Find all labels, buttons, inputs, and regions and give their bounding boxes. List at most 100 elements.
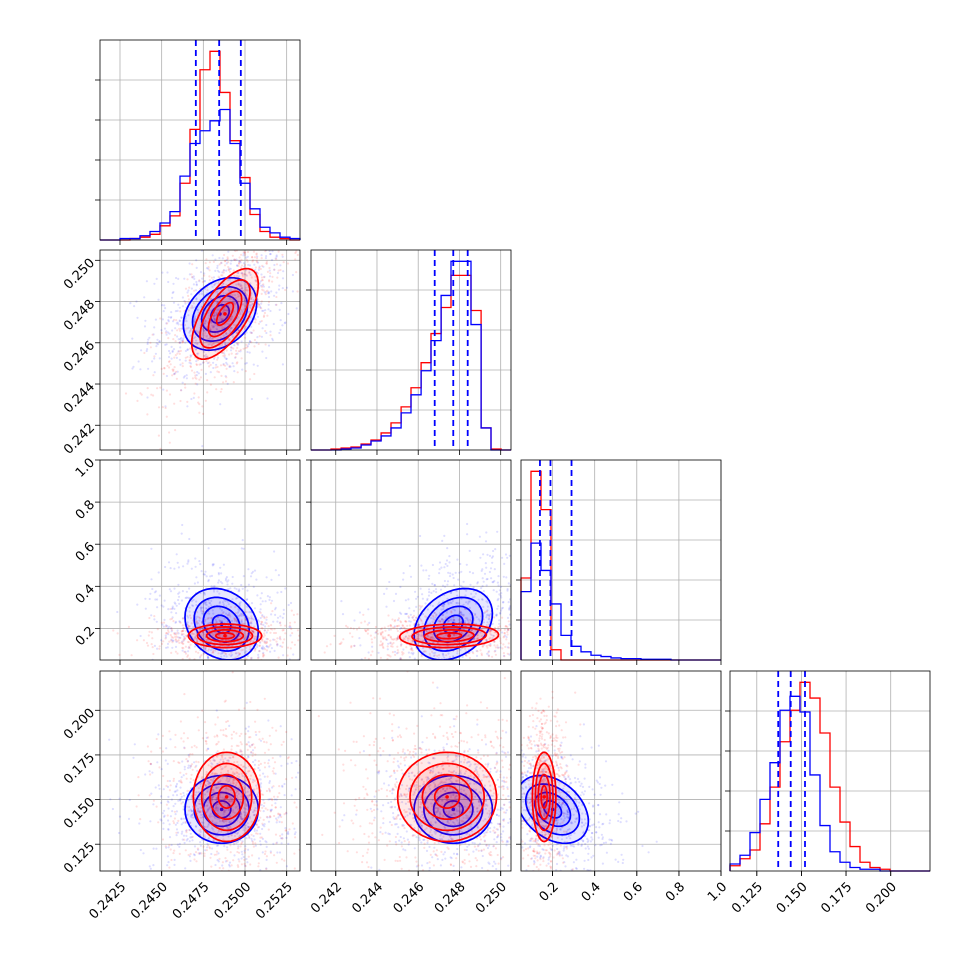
point (192, 598, 195, 602)
point (244, 807, 247, 811)
point (189, 616, 192, 620)
point (237, 608, 240, 611)
point (504, 645, 507, 649)
point (240, 671, 242, 673)
point (226, 245, 228, 247)
point (157, 434, 160, 437)
point (184, 341, 187, 344)
point (116, 632, 119, 635)
point (174, 334, 177, 337)
point (258, 644, 262, 647)
point (241, 622, 244, 625)
point (267, 308, 270, 311)
point (391, 645, 394, 648)
point (439, 729, 441, 731)
point (203, 274, 206, 277)
point (244, 301, 247, 304)
point (522, 614, 524, 616)
point (280, 842, 283, 845)
contour-red-0 (214, 631, 236, 640)
point (277, 220, 279, 222)
point (447, 681, 449, 683)
point (246, 790, 249, 793)
point (341, 613, 345, 616)
point (323, 286, 325, 288)
point (167, 631, 170, 634)
point (234, 250, 237, 253)
point (216, 356, 220, 359)
point (252, 329, 255, 332)
point (229, 674, 231, 676)
point (217, 571, 220, 575)
point (278, 675, 280, 677)
point (218, 664, 220, 666)
point (238, 604, 241, 607)
point (464, 617, 467, 620)
point (210, 585, 213, 588)
point (265, 841, 268, 844)
point (233, 773, 236, 776)
point (379, 656, 382, 659)
point (181, 630, 184, 633)
point (407, 651, 410, 654)
point (204, 648, 207, 651)
point (259, 280, 262, 283)
point (230, 346, 233, 349)
point (184, 634, 188, 637)
point (470, 629, 473, 632)
point (209, 616, 212, 620)
point (185, 834, 188, 838)
point (235, 296, 238, 300)
point (255, 253, 258, 256)
point (302, 626, 304, 628)
point (295, 250, 298, 253)
point (155, 847, 158, 850)
point (291, 641, 294, 644)
point (260, 335, 263, 338)
point (433, 611, 436, 615)
panel-0-0 (95, 39, 301, 245)
point (414, 619, 417, 622)
point (250, 837, 253, 840)
point (259, 305, 262, 308)
point (197, 352, 200, 355)
point (276, 851, 279, 854)
point (409, 620, 412, 623)
point (399, 665, 401, 667)
point (328, 688, 330, 690)
point (246, 250, 250, 254)
point (481, 598, 484, 601)
point (195, 280, 198, 284)
point (222, 282, 225, 285)
point (252, 778, 255, 782)
point (445, 654, 448, 657)
point (239, 685, 241, 687)
point (221, 620, 224, 623)
point (379, 640, 382, 643)
point (445, 611, 448, 614)
point (283, 782, 286, 786)
point (259, 641, 262, 644)
point (179, 797, 182, 800)
point (249, 641, 252, 644)
point (393, 626, 396, 629)
point (252, 618, 255, 621)
point (474, 592, 477, 595)
point (511, 617, 513, 619)
point (228, 863, 231, 867)
point (167, 801, 170, 804)
point (477, 598, 480, 601)
point (412, 640, 415, 643)
point (155, 345, 158, 348)
point (452, 618, 455, 621)
point (523, 647, 525, 649)
point (533, 622, 535, 624)
point (255, 341, 258, 344)
point (196, 383, 199, 386)
point (260, 273, 263, 276)
point (156, 338, 159, 341)
point (297, 771, 300, 774)
point (493, 626, 497, 630)
point (507, 628, 510, 631)
point (505, 638, 508, 641)
